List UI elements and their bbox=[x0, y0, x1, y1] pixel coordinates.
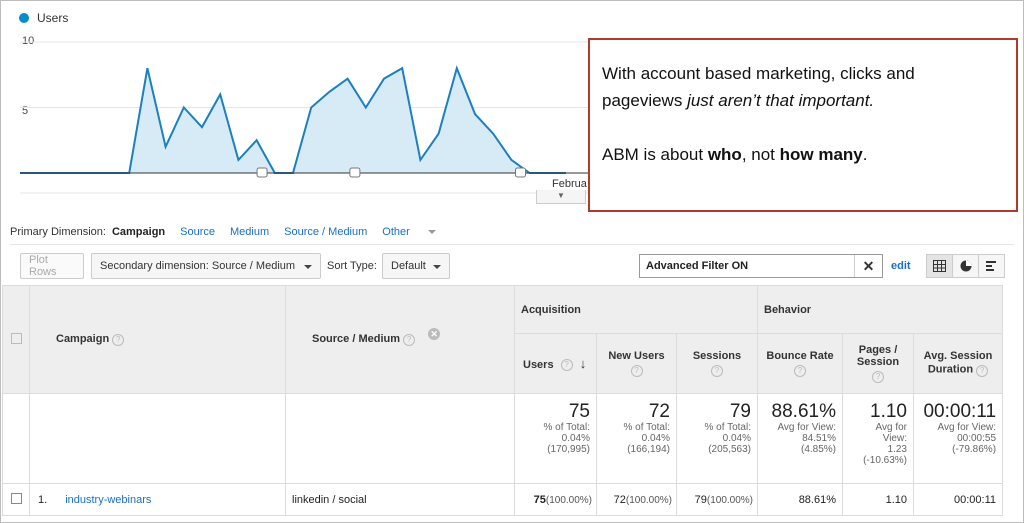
col-campaign[interactable]: Campaign ? bbox=[29, 285, 286, 394]
total-sessions: 79% of Total: 0.04% (205,563) bbox=[676, 393, 758, 484]
row-select-cell[interactable] bbox=[2, 483, 30, 516]
dimension-medium[interactable]: Medium bbox=[230, 226, 270, 238]
callout-line-2: pageviews just aren’t that important. bbox=[602, 91, 875, 110]
col-source-medium[interactable]: Source / Medium ? ✕ bbox=[285, 285, 515, 394]
help-icon[interactable]: ? bbox=[403, 333, 416, 346]
dimension-source[interactable]: Source bbox=[180, 226, 216, 238]
callout-box: With account based marketing, clicks and… bbox=[588, 38, 1018, 212]
primary-dimension-label: Primary Dimension: bbox=[10, 226, 106, 238]
total-avg-duration: 00:00:11 Avg for View: 00:00:55 (-79.86%) bbox=[912, 393, 1004, 484]
dimension-other[interactable]: Other bbox=[382, 226, 436, 238]
callout-line-3: ABM is about who, not how many. bbox=[602, 145, 868, 164]
table-view-icon[interactable] bbox=[926, 254, 953, 278]
campaign-link[interactable]: industry-webinars bbox=[65, 493, 152, 506]
secondary-dimension-select[interactable]: Secondary dimension: Source / Medium bbox=[91, 253, 321, 279]
bar-view-icon[interactable] bbox=[978, 254, 1005, 278]
total-bounce-rate: 88.61% Avg for View: 84.51% (4.85%) bbox=[757, 393, 843, 484]
help-icon[interactable]: ? bbox=[711, 365, 723, 377]
row-number: 1. bbox=[38, 493, 48, 506]
dimension-campaign[interactable]: Campaign bbox=[111, 226, 166, 238]
help-icon[interactable]: ? bbox=[794, 365, 806, 377]
help-icon[interactable]: ? bbox=[872, 371, 884, 383]
annotation-marker-icon[interactable] bbox=[349, 167, 361, 178]
edit-filter-link[interactable]: edit bbox=[891, 260, 911, 272]
chart-legend[interactable]: Users bbox=[19, 11, 68, 25]
dimension-source-medium[interactable]: Source / Medium bbox=[284, 226, 368, 238]
report-table: Campaign ? Source / Medium ? ✕ Acquisiti… bbox=[2, 285, 1004, 516]
users-chart bbox=[20, 41, 590, 194]
help-icon[interactable]: ? bbox=[630, 365, 643, 377]
callout-line-1: With account based marketing, clicks and bbox=[602, 64, 915, 83]
col-sessions[interactable]: Sessions? bbox=[676, 333, 758, 394]
help-icon[interactable]: ? bbox=[560, 359, 573, 372]
table-row: 1. industry-webinars linkedin / social 75… bbox=[2, 483, 1004, 516]
annotation-marker-icon[interactable] bbox=[515, 167, 526, 178]
row-checkbox[interactable] bbox=[10, 492, 22, 504]
divider bbox=[10, 244, 1014, 245]
col-bounce-rate[interactable]: Bounce Rate? bbox=[757, 333, 843, 394]
y-tick-5: 5 bbox=[22, 105, 29, 117]
view-toggle-group bbox=[926, 254, 1005, 278]
users-area bbox=[20, 68, 566, 173]
remove-dimension-icon[interactable]: ✕ bbox=[428, 327, 441, 340]
chart-scroll-button[interactable]: ▼ bbox=[536, 190, 586, 204]
annotation-marker-icon[interactable] bbox=[256, 167, 268, 178]
plot-rows-button[interactable]: Plot Rows bbox=[20, 253, 84, 279]
help-icon[interactable]: ? bbox=[112, 333, 125, 346]
row-sessions: 79(100.00%) bbox=[676, 483, 758, 516]
total-users: 75% of Total: 0.04% (170,995) bbox=[514, 393, 597, 484]
row-pages-session: 1.10 bbox=[842, 483, 914, 516]
chevron-down-icon bbox=[427, 230, 436, 235]
chevron-down-icon bbox=[433, 265, 441, 269]
y-tick-10: 10 bbox=[22, 35, 35, 47]
sort-type-select[interactable]: Default bbox=[382, 253, 450, 279]
group-behavior: Behavior bbox=[756, 285, 1004, 334]
row-source-medium[interactable]: linkedin / social bbox=[285, 483, 515, 516]
col-pages-session[interactable]: Pages / Session? bbox=[842, 333, 914, 394]
row-bounce-rate: 88.61% bbox=[757, 483, 843, 516]
x-tick-month: Februa bbox=[552, 178, 587, 190]
primary-dimension-bar: Primary Dimension: Campaign Source Mediu… bbox=[10, 226, 451, 238]
sort-desc-icon[interactable]: ↓ bbox=[579, 355, 587, 371]
select-all-checkbox[interactable] bbox=[10, 332, 22, 344]
help-icon[interactable]: ? bbox=[976, 365, 989, 377]
col-users[interactable]: Users ? ↓ bbox=[514, 333, 597, 394]
legend-dot-icon bbox=[19, 13, 29, 23]
group-acquisition: Acquisition bbox=[514, 285, 758, 334]
advanced-filter-field[interactable]: Advanced Filter ON ✕ bbox=[639, 254, 883, 278]
totals-row: 75% of Total: 0.04% (170,995) 72% of Total… bbox=[2, 393, 1004, 484]
total-pages-session: 1.10 Avg for View: 1.23 (-10.63%) bbox=[842, 393, 914, 484]
pie-view-icon[interactable] bbox=[952, 254, 979, 278]
row-users: 75(100.00%) bbox=[514, 483, 597, 516]
col-avg-duration[interactable]: Avg. Session Duration ? bbox=[912, 333, 1004, 394]
select-all-cell[interactable] bbox=[2, 285, 30, 394]
col-new-users[interactable]: New Users? bbox=[596, 333, 677, 394]
row-new-users: 72(100.00%) bbox=[596, 483, 677, 516]
row-avg-duration: 00:00:11 bbox=[912, 483, 1004, 516]
chevron-down-icon bbox=[304, 265, 312, 269]
sort-type-label: Sort Type: bbox=[327, 260, 377, 272]
clear-filter-icon[interactable]: ✕ bbox=[854, 255, 882, 277]
total-new-users: 72% of Total: 0.04% (166,194) bbox=[596, 393, 677, 484]
legend-label: Users bbox=[37, 11, 69, 25]
